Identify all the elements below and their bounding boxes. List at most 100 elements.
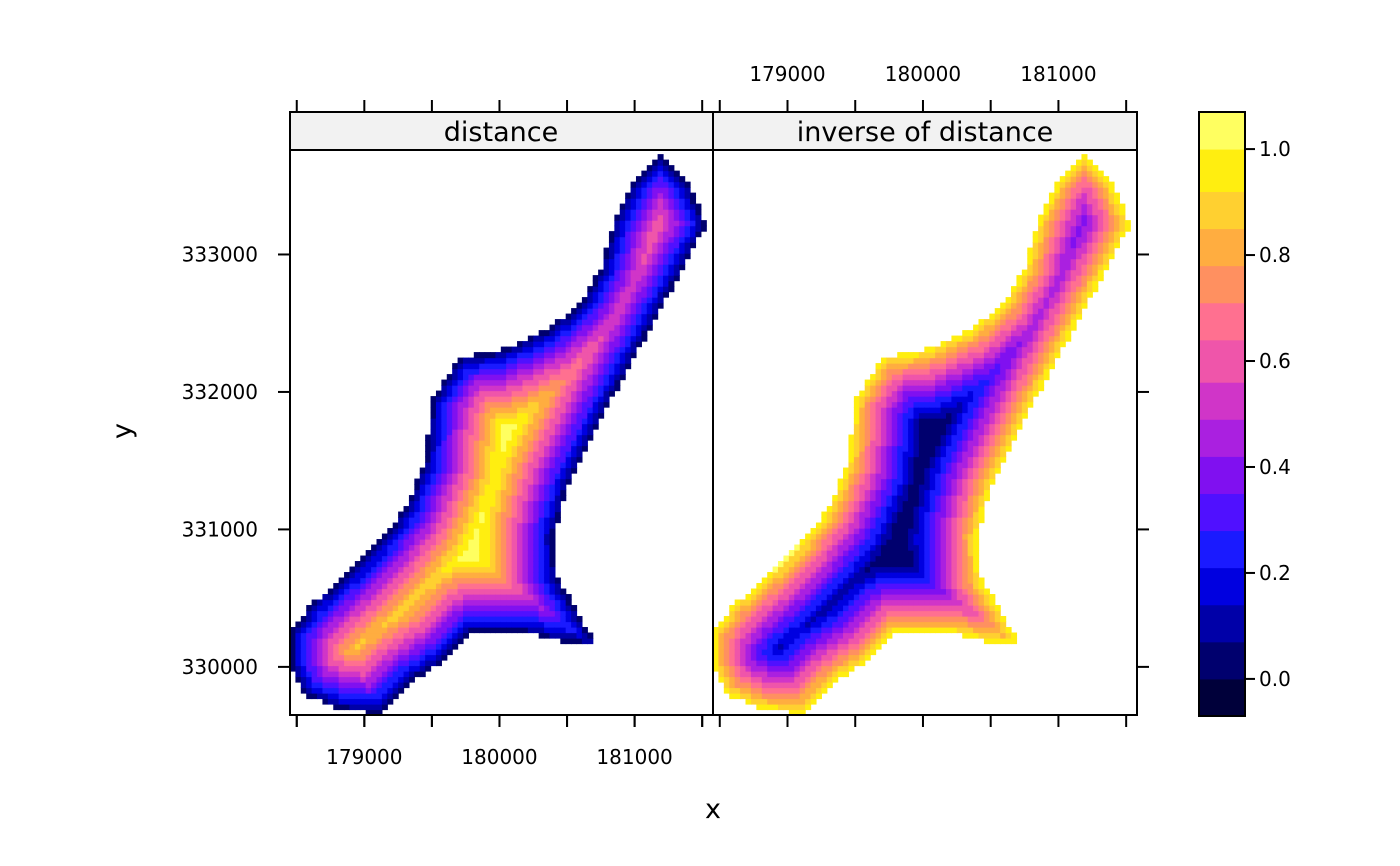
raster-cell [479,352,486,359]
raster-cell [646,253,653,260]
raster-cell [435,643,442,650]
raster-cell [805,599,812,606]
raster-cell [805,654,812,661]
raster-cell [295,649,302,656]
raster-cell [1048,363,1055,370]
raster-cell [897,396,904,403]
raster-cell [500,566,507,573]
raster-cell [902,390,909,397]
raster-cell [560,467,567,474]
raster-cell [457,407,464,414]
raster-cell [490,627,497,634]
raster-cell [522,346,529,353]
raster-cell [989,374,996,381]
raster-cell [668,231,675,238]
raster-cell [843,572,850,579]
raster-cell [729,654,736,661]
raster-cell [646,203,653,210]
raster-cell [962,363,969,370]
raster-cell [810,665,817,672]
raster-cell [875,445,882,452]
raster-cell [891,423,898,430]
raster-cell [479,561,486,568]
raster-cell [994,467,1001,474]
raster-cell [729,665,736,672]
raster-cell [554,319,561,326]
raster-cell [338,588,345,595]
raster-cell [1038,374,1045,381]
raster-cell [484,484,491,491]
raster-cell [452,412,459,419]
raster-cell [479,473,486,480]
raster-cell [322,676,329,683]
raster-cell [506,396,513,403]
raster-cell [544,341,551,348]
raster-cell [1005,324,1012,331]
raster-cell [805,649,812,656]
raster-cell [398,594,405,601]
raster-cell [880,528,887,535]
raster-cell [414,561,421,568]
raster-cell [962,440,969,447]
raster-cell [614,357,621,364]
raster-cell [668,220,675,227]
raster-cell [745,660,752,667]
raster-cell [967,368,974,375]
raster-cell [897,418,904,425]
raster-cell [1027,401,1034,408]
raster-cell [344,660,351,667]
raster-cell [587,297,594,304]
raster-cell [457,528,464,535]
raster-cell [848,511,855,518]
raster-cell [859,429,866,436]
raster-cell [1016,313,1023,320]
raster-cell [500,440,507,447]
raster-cell [349,621,356,628]
raster-cell [603,297,610,304]
raster-cell [506,599,513,606]
raster-cell [843,643,850,650]
raster-cell [425,517,432,524]
raster-cell [468,616,475,623]
raster-cell [468,396,475,403]
raster-cell [946,346,953,353]
raster-cell [924,500,931,507]
raster-cell [767,610,774,617]
raster-cell [625,286,632,293]
raster-cell [1005,407,1012,414]
raster-cell [891,412,898,419]
raster-cell [554,407,561,414]
raster-cell [750,698,757,705]
raster-cell [1032,319,1039,326]
raster-cell [918,517,925,524]
raster-cell [989,473,996,480]
raster-cell [973,462,980,469]
raster-cell [859,495,866,502]
raster-cell [425,577,432,584]
raster-cell [663,220,670,227]
raster-cell [1032,308,1039,315]
raster-cell [772,577,779,584]
raster-cell [940,616,947,623]
raster-cell [837,632,844,639]
raster-cell [479,621,486,628]
raster-cell [527,401,534,408]
raster-cell [821,544,828,551]
raster-cell [311,638,318,645]
raster-cell [778,627,785,634]
raster-cell [750,638,757,645]
raster-cell [973,550,980,557]
raster-cell [929,357,936,364]
raster-cell [349,632,356,639]
raster-cell [565,478,572,485]
raster-cell [652,159,659,166]
raster-cell [684,253,691,260]
raster-cell [327,627,334,634]
raster-cell [462,467,469,474]
raster-cell [826,550,833,557]
raster-cell [745,632,752,639]
raster-cell [897,440,904,447]
raster-cell [403,649,410,656]
raster-cell [430,484,437,491]
raster-cell [598,385,605,392]
